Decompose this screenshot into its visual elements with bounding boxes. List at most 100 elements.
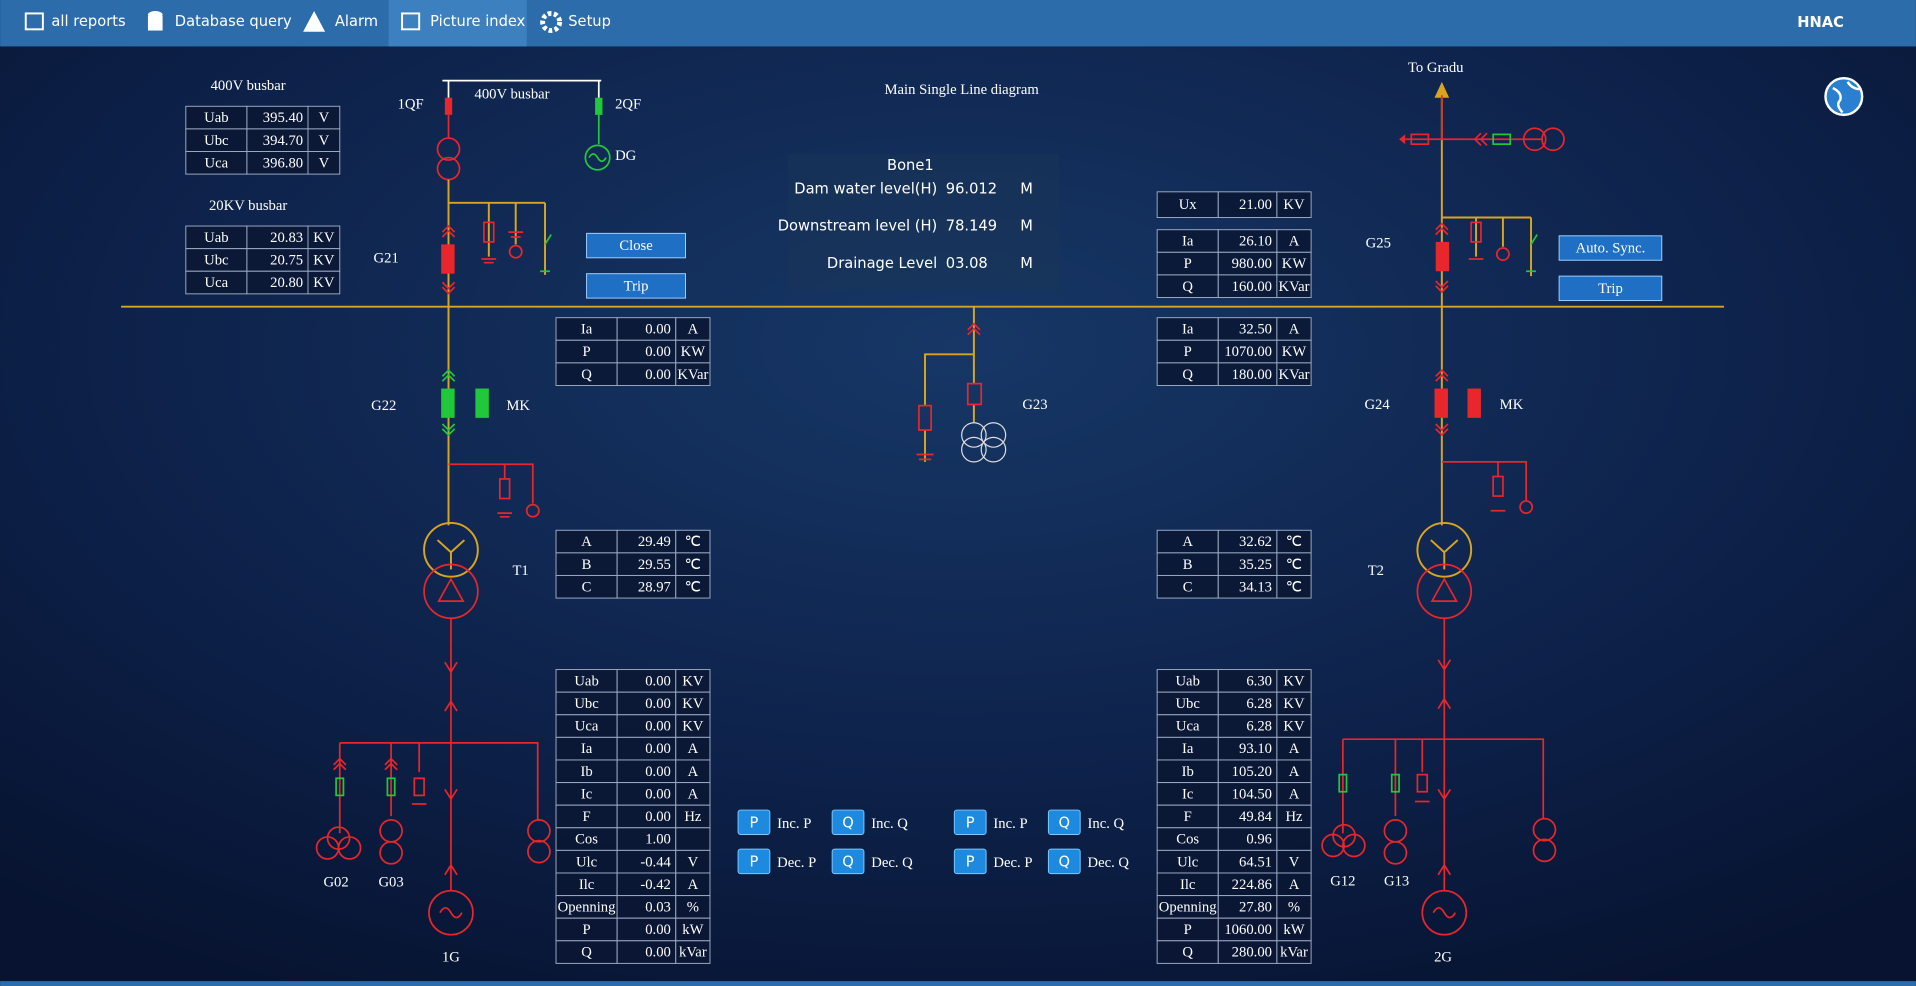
button[interactable]: Trip (1598, 281, 1623, 297)
cell-value: 105.20 (1232, 764, 1272, 780)
diagram-path (1430, 539, 1459, 570)
control-label[interactable]: Inc. P (993, 816, 1027, 832)
cell-label: Q (581, 367, 592, 383)
control-button[interactable] (1047, 809, 1081, 835)
cell-value: 32.50 (1239, 322, 1272, 338)
diagram-rect (444, 97, 453, 115)
cell-unit: A (1289, 741, 1300, 757)
cell-unit: kW (682, 922, 703, 938)
control-icon[interactable]: P (750, 854, 759, 871)
button-bg[interactable] (1558, 275, 1663, 302)
control-button[interactable] (737, 848, 771, 875)
control-label[interactable]: Inc. P (777, 816, 811, 832)
nav-item[interactable]: Picture index (430, 13, 525, 30)
cell-value: 93.10 (1239, 741, 1272, 757)
button-bg[interactable] (586, 273, 687, 299)
cell-value: 104.50 (1232, 786, 1272, 802)
cell-value: 20.75 (270, 253, 303, 269)
control-icon[interactable]: Q (1059, 814, 1071, 831)
diagram-circle (1342, 833, 1366, 858)
control-button[interactable] (831, 809, 865, 835)
cell-label: Ib (580, 764, 592, 780)
cell-unit: A (1289, 877, 1300, 893)
control-icon[interactable]: P (966, 814, 975, 831)
control-icon[interactable]: P (750, 814, 759, 831)
cell-label: Q (1182, 367, 1193, 383)
cell-label: P (582, 922, 590, 938)
control-icon[interactable]: Q (1059, 854, 1071, 871)
cell-label: Uab (204, 230, 228, 246)
diagram-path (1437, 618, 1452, 891)
button[interactable]: Auto. Sync. (1576, 241, 1646, 257)
cell-label: B (582, 557, 592, 573)
diagram-circle (1532, 817, 1557, 842)
control-label[interactable]: Dec. P (777, 855, 816, 871)
cell-value: 6.30 (1246, 673, 1272, 689)
button[interactable]: Trip (624, 278, 649, 294)
control-label[interactable]: Dec. P (993, 855, 1032, 871)
cell-unit: KV (1283, 719, 1305, 735)
diagram-path (441, 368, 456, 437)
control-button[interactable] (737, 809, 771, 835)
control-icon[interactable]: P (966, 854, 975, 871)
equipment-label: 2G (1434, 949, 1452, 965)
control-icon[interactable]: Q (842, 854, 854, 871)
info-label: Dam water level(H) (794, 180, 937, 197)
cell-unit: A (688, 322, 699, 338)
control-button[interactable] (831, 848, 865, 875)
cell-unit: KV (1283, 696, 1305, 712)
cell-value: 160.00 (1232, 279, 1272, 295)
nav-item[interactable]: Alarm (335, 13, 378, 30)
button[interactable]: Close (619, 238, 652, 254)
control-label[interactable]: Inc. Q (871, 816, 908, 832)
cell-label: Openning (1159, 899, 1217, 915)
equipment-label: T2 (1368, 563, 1384, 579)
equipment-label: G23 (1022, 397, 1047, 413)
control-icon[interactable]: Q (842, 814, 854, 831)
button-bg[interactable] (1558, 235, 1663, 261)
nav-item[interactable]: Setup (568, 13, 611, 30)
cell-label: Ia (581, 741, 593, 757)
diagram-path (437, 577, 465, 602)
equipment-label: MK (1500, 397, 1524, 413)
equipment-label: G12 (1330, 874, 1355, 890)
table-cell (307, 151, 341, 175)
cell-label: Q (581, 945, 592, 961)
equipment-label: G13 (1384, 874, 1409, 890)
diagram-rect (483, 221, 495, 243)
control-label[interactable]: Inc. Q (1088, 816, 1125, 832)
cell-label: Ulc (576, 854, 598, 870)
control-label[interactable]: Dec. Q (1088, 855, 1130, 871)
cell-label: Uca (1176, 719, 1200, 735)
nav-item[interactable]: Database query (175, 13, 292, 30)
diagram-path (497, 512, 513, 518)
equipment-label: G21 (374, 250, 399, 266)
equipment-label: DG (615, 148, 637, 164)
control-button[interactable] (953, 809, 987, 835)
control-button[interactable] (1047, 848, 1081, 875)
cell-label: Uca (205, 155, 229, 171)
cell-unit: ℃ (685, 557, 701, 573)
cell-label: Ubc (204, 133, 229, 149)
info-label: Downstream level (H) (778, 218, 938, 235)
table-cell (1276, 274, 1312, 298)
cell-unit: A (688, 741, 699, 757)
diagram-circle (508, 244, 523, 259)
cell-unit: ℃ (685, 579, 701, 595)
cell-value: 29.49 (638, 534, 671, 550)
cell-label: Ic (1182, 786, 1194, 802)
diagram-rect (475, 388, 489, 418)
diagram-circle (527, 839, 551, 864)
button-bg[interactable] (586, 232, 687, 259)
cell-label: C (1183, 579, 1193, 595)
equipment-label: 2QF (615, 96, 641, 112)
cell-value: -0.42 (640, 877, 671, 893)
diagram-path (436, 539, 466, 570)
cell-unit: KW (681, 344, 706, 360)
nav-item[interactable]: all reports (51, 13, 125, 30)
diagram-rect (918, 404, 932, 431)
cell-value: 0.00 (645, 809, 671, 825)
cell-value: 34.13 (1239, 579, 1272, 595)
control-label[interactable]: Dec. Q (871, 855, 913, 871)
control-button[interactable] (953, 848, 987, 875)
